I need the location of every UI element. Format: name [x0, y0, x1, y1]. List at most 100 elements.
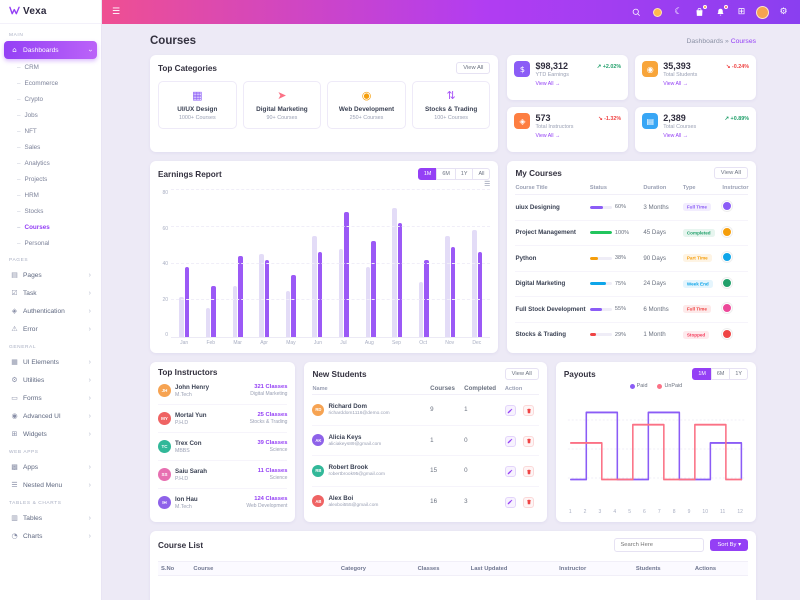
sidebar-item-apps[interactable]: ▩ Apps › — [11, 463, 91, 471]
category-tile-digital-marketing[interactable]: ➤ Digital Marketing 90+ Courses — [242, 81, 322, 129]
sidebar-subitem-analytics[interactable]: – Analytics — [17, 159, 50, 167]
grid-icon[interactable]: ⊞ — [737, 7, 746, 17]
sidebar-item-dashboards[interactable]: ⌂ Dashboards › — [4, 41, 97, 59]
menu-toggle-icon[interactable]: ☰ — [112, 7, 121, 17]
column-header: Name — [312, 385, 328, 392]
instructor-row-mortal-yun[interactable]: MY Mortal Yun P.H.D 25 Classes Stocks & Tr… — [158, 405, 288, 433]
delete-button[interactable] — [523, 496, 535, 508]
course-row-project-management[interactable]: Project Management 100% 45 Days Complete… — [515, 221, 748, 246]
sidebar-subitem-courses[interactable]: – Courses — [17, 223, 50, 231]
instructor-row-ion-hau[interactable]: IH Ion Hau M.Tech 124 Classes Web Developm… — [158, 489, 287, 516]
top-categories-view-all-button[interactable]: View All — [456, 62, 491, 74]
search-icon[interactable] — [630, 6, 643, 19]
stat-view-all-link[interactable]: View All → — [535, 133, 561, 139]
instructor-subject: Web Development — [246, 503, 288, 509]
range-button-1m[interactable]: 1M — [692, 368, 712, 380]
category-tile-stocks-trading[interactable]: ⇅ Stocks & Trading 100+ Courses — [411, 81, 491, 129]
stat-value: 573 — [535, 113, 551, 123]
bar-current — [317, 252, 323, 337]
bell-icon[interactable] — [714, 4, 728, 19]
moon-icon[interactable]: ☾ — [674, 7, 683, 17]
dollar-icon: $ — [514, 61, 531, 77]
x-tick: 4 — [613, 508, 617, 515]
course-row-digital-marketing[interactable]: Digital Marketing 75% 24 Days Week End — [515, 272, 748, 297]
sidebar-item-charts[interactable]: ◔ Charts › — [11, 532, 91, 540]
range-button-all[interactable]: All — [472, 168, 491, 180]
edit-button[interactable] — [504, 466, 516, 478]
range-button-1y[interactable]: 1Y — [729, 368, 748, 380]
bar-current — [371, 241, 376, 337]
bar-current — [344, 212, 349, 337]
sort-by-button[interactable]: Sort By ▾ — [710, 539, 748, 551]
x-tick: Aug — [364, 340, 374, 346]
stat-label: Total Instructors — [535, 124, 574, 130]
delete-button[interactable] — [523, 466, 535, 478]
edit-button[interactable] — [504, 435, 516, 447]
delete-button[interactable] — [523, 435, 535, 447]
sidebar-item-tables[interactable]: ▥ Tables › — [11, 514, 91, 522]
edit-button[interactable] — [504, 496, 516, 508]
cart-icon[interactable] — [693, 4, 707, 19]
tables-icon: ▥ — [11, 514, 18, 522]
sidebar-subitem-nft[interactable]: – NFT — [17, 127, 37, 135]
course-row-python[interactable]: Python 38% 90 Days Part Time — [515, 246, 748, 272]
stat-view-all-link[interactable]: View All → — [663, 133, 688, 139]
new-students-header: Name Courses Completed Action — [312, 383, 539, 395]
search-input[interactable] — [614, 538, 705, 552]
sidebar-item-advanced-ui[interactable]: ◉ Advanced UI › — [11, 412, 91, 420]
sidebar-subitem-stocks[interactable]: – Stocks — [17, 207, 44, 215]
sidebar-subitem-crypto[interactable]: – Crypto — [17, 95, 44, 103]
sidebar-subitem-hrm[interactable]: – HRM — [17, 191, 39, 199]
brand-logo[interactable]: Vexa — [0, 0, 101, 24]
category-count: 250+ Courses — [349, 115, 384, 121]
sidebar-item-task[interactable]: ☑ Task › — [11, 289, 91, 297]
stat-value: 2,389 — [663, 113, 686, 123]
sidebar-subitem-sales[interactable]: – Sales — [17, 143, 41, 151]
breadcrumb-root[interactable]: Dashboards — [686, 37, 724, 45]
my-courses-view-all-button[interactable]: View All — [713, 167, 748, 179]
sidebar-item-error[interactable]: ⚠ Error › — [11, 325, 91, 333]
sidebar-subitem-projects[interactable]: – Projects — [17, 175, 48, 183]
avatar-icon[interactable] — [756, 5, 769, 19]
course-duration: 6 Months — [643, 305, 669, 313]
stat-view-all-link[interactable]: View All → — [535, 81, 561, 87]
chevron-right-icon: › — [88, 514, 91, 522]
sidebar-item-ui-elements[interactable]: ▦ UI Elements › — [11, 358, 91, 366]
settings-icon[interactable]: ⚙ — [779, 7, 788, 17]
stat-view-all-link[interactable]: View All → — [663, 81, 688, 87]
flag-icon[interactable] — [651, 6, 664, 19]
range-button-6m[interactable]: 6M — [436, 168, 456, 180]
instructor-row-saiu-sarah[interactable]: SS Saiu Sarah P.H.D 11 Classes Science — [158, 461, 288, 489]
range-button-6m[interactable]: 6M — [710, 368, 731, 380]
category-tile-web-development[interactable]: ◉ Web Development 250+ Courses — [327, 81, 406, 129]
chart-menu-icon[interactable]: ☰ — [484, 180, 491, 188]
sidebar-item-utilities[interactable]: ⚙ Utilities › — [11, 376, 91, 384]
sidebar-item-pages[interactable]: ▤ Pages › — [11, 271, 91, 279]
sidebar-subitem-ecommerce[interactable]: – Ecommerce — [17, 79, 59, 87]
course-row-stocks-trading[interactable]: Stocks & Trading 29% 1 Month Stopped — [515, 323, 748, 348]
bar-group-jun — [312, 190, 323, 337]
student-name: Alicia Keys — [328, 433, 362, 441]
sidebar-item-forms[interactable]: ▭ Forms › — [11, 394, 91, 402]
sidebar-item-widgets[interactable]: ⊞ Widgets › — [11, 430, 91, 438]
sidebar-item-authentication[interactable]: ◈ Authentication › — [11, 307, 91, 315]
sidebar: Vexa Main ⌂ Dashboards › – CRM – Ecommerce –… — [0, 0, 102, 600]
student-completed: 3 — [464, 497, 468, 505]
course-row-full-stock-development[interactable]: Full Stock Development 55% 6 Months Full… — [515, 297, 748, 323]
instructor-row-trex-con[interactable]: TC Trex Con MBBS 39 Classes Science — [158, 433, 288, 461]
my-courses-card: My Courses View All Course Title Status Du… — [507, 161, 756, 353]
sidebar-item-nested-menu[interactable]: ☰ Nested Menu › — [11, 481, 91, 489]
sidebar-subitem-crm[interactable]: – CRM — [17, 63, 39, 71]
course-row-uiux-designing[interactable]: uiux Designing 60% 3 Months Full Time — [515, 195, 748, 221]
bullet-icon: – — [17, 175, 21, 183]
category-tile-ui-ux-design[interactable]: ▦ UI/UX Design 1000+ Courses — [158, 81, 237, 129]
sidebar-subitem-jobs[interactable]: – Jobs — [17, 111, 38, 119]
new-students-view-all-button[interactable]: View All — [504, 368, 539, 380]
edit-button[interactable] — [504, 405, 516, 417]
range-button-1m[interactable]: 1M — [417, 168, 438, 180]
instructor-row-john-henry[interactable]: JH John Henry M.Tech 321 Classes Digital M… — [158, 377, 288, 405]
sidebar-subitem-personal[interactable]: – Personal — [17, 239, 50, 247]
x-tick: Nov — [445, 340, 455, 346]
delete-button[interactable] — [523, 405, 535, 417]
range-button-1y[interactable]: 1Y — [454, 168, 474, 180]
